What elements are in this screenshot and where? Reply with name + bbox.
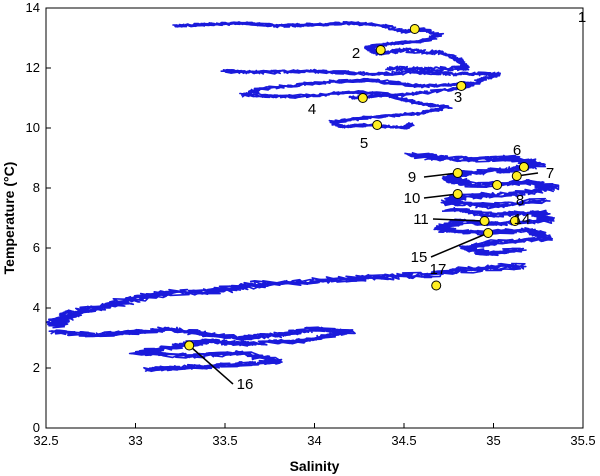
x-tick-label: 33.5 bbox=[212, 433, 237, 448]
x-tick-label: 34 bbox=[307, 433, 321, 448]
station-label: 6 bbox=[513, 142, 521, 159]
station-marker bbox=[511, 171, 522, 181]
station-marker bbox=[375, 45, 386, 55]
station-label: 3 bbox=[454, 89, 462, 106]
station-label: 7 bbox=[546, 165, 554, 182]
station-label: 5 bbox=[360, 135, 368, 152]
ts-track-line bbox=[220, 69, 501, 99]
station-marker bbox=[509, 216, 520, 226]
ts-track-line bbox=[45, 262, 517, 327]
station-label: 8 bbox=[516, 192, 524, 209]
y-tick-label: 6 bbox=[33, 240, 40, 255]
station-label: 1 bbox=[578, 9, 586, 26]
station-marker bbox=[518, 162, 529, 172]
y-axis-label: Temperature (°C) bbox=[1, 162, 17, 275]
leader-line-layer bbox=[188, 172, 539, 385]
x-tick-label: 35.5 bbox=[570, 433, 595, 448]
leader-line bbox=[430, 232, 489, 258]
station-label: 11 bbox=[413, 211, 429, 228]
station-marker bbox=[452, 168, 463, 178]
y-tick-label: 14 bbox=[26, 0, 40, 15]
station-marker bbox=[372, 120, 383, 130]
y-tick-label: 8 bbox=[33, 180, 40, 195]
station-marker bbox=[483, 228, 494, 238]
station-marker-layer bbox=[184, 24, 529, 351]
station-label: 9 bbox=[408, 169, 416, 186]
leader-line bbox=[423, 193, 458, 199]
station-label: 2 bbox=[352, 45, 360, 62]
station-marker bbox=[357, 93, 368, 103]
leader-line bbox=[432, 218, 485, 222]
station-marker bbox=[456, 81, 467, 91]
y-tick-label: 4 bbox=[33, 300, 40, 315]
ts-track-line bbox=[436, 208, 553, 257]
station-label: 15 bbox=[411, 249, 428, 266]
station-marker bbox=[452, 189, 463, 199]
x-tick-label: 34.5 bbox=[391, 433, 416, 448]
station-label: 16 bbox=[237, 376, 254, 393]
station-label: 4 bbox=[308, 101, 316, 118]
station-marker bbox=[492, 180, 503, 190]
station-label-layer: 1 2 3 4 5 6 7 8 9 10 11 14 15 16 17 bbox=[237, 9, 587, 393]
ts-track-line bbox=[328, 93, 450, 130]
station-marker bbox=[184, 340, 195, 351]
y-tick-label: 0 bbox=[33, 420, 40, 435]
x-tick-label: 33 bbox=[128, 433, 142, 448]
station-marker bbox=[431, 280, 442, 291]
ts-track-line bbox=[406, 152, 559, 210]
ts-track-line bbox=[172, 21, 442, 55]
station-label: 17 bbox=[430, 261, 447, 278]
y-tick-label: 10 bbox=[26, 120, 40, 135]
station-marker bbox=[409, 24, 420, 34]
leader-line bbox=[423, 172, 458, 178]
station-label: 10 bbox=[404, 190, 421, 207]
ts-track-line bbox=[54, 326, 349, 372]
y-axis-ticks: 0 2 4 6 8 10 12 14 bbox=[26, 0, 51, 435]
y-tick-label: 12 bbox=[26, 60, 40, 75]
x-tick-label: 35 bbox=[486, 433, 500, 448]
station-label: 14 bbox=[514, 211, 531, 228]
leader-line bbox=[188, 344, 234, 385]
y-tick-label: 2 bbox=[33, 360, 40, 375]
x-axis-label: Salinity bbox=[290, 458, 340, 474]
x-tick-label: 32.5 bbox=[33, 433, 58, 448]
ts-track-line bbox=[51, 264, 527, 328]
station-marker bbox=[479, 216, 490, 226]
ts-track-layer bbox=[45, 21, 560, 373]
x-axis-ticks: 32.5 33 33.5 34 34.5 35 35.5 bbox=[33, 423, 596, 448]
